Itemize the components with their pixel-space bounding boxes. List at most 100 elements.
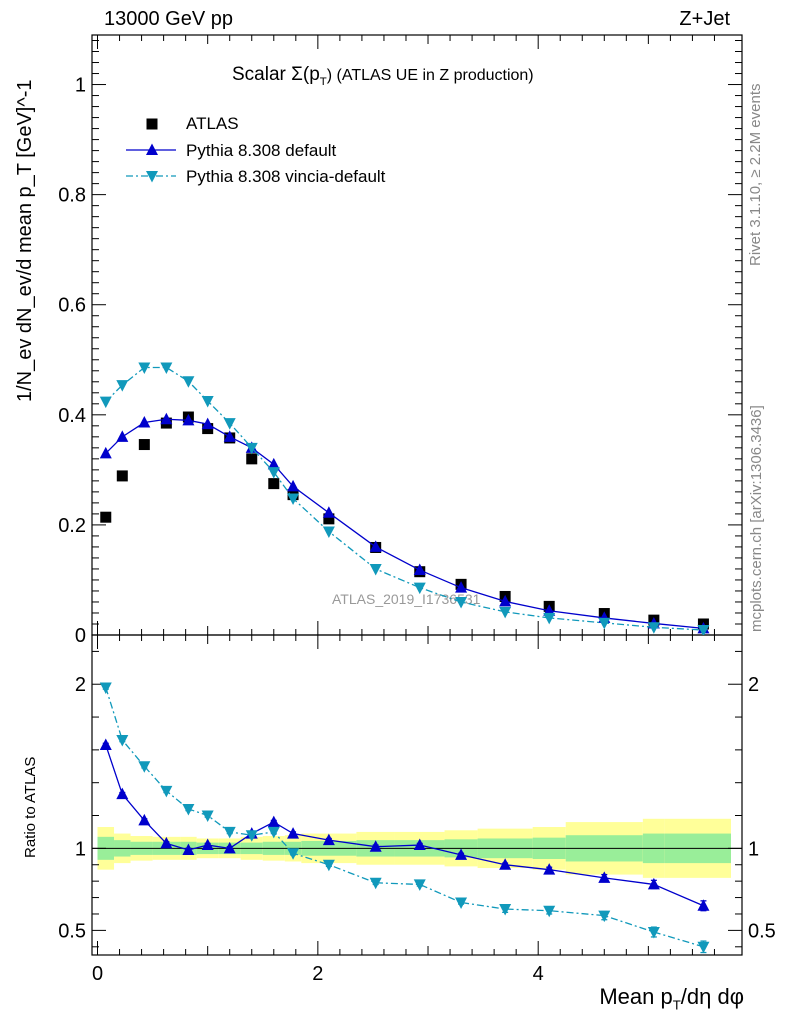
ratio-point: [413, 838, 426, 851]
chart-title-main: Scalar Σ(p: [232, 64, 320, 85]
x-axis-label-main: Mean p: [599, 984, 673, 1009]
ratio-point: [697, 941, 710, 954]
legend-marker: [146, 118, 158, 130]
main-series: [99, 362, 710, 635]
x-axis-label-tail: /dη dφ: [680, 984, 744, 1009]
ratio-point: [99, 738, 112, 750]
data-point: [413, 582, 426, 595]
data-point: [499, 606, 512, 619]
ratio-point: [322, 859, 335, 872]
data-point: [322, 506, 335, 518]
x-axis-label-sub: T: [672, 997, 681, 1013]
ratio-point: [499, 904, 512, 916]
ratio-series-1: [99, 682, 710, 954]
data-point: [369, 540, 382, 552]
data-point: [268, 478, 280, 490]
ratio-point: [697, 899, 710, 911]
ratio-y-tick-label: 2: [75, 674, 86, 696]
ratio-point: [413, 879, 426, 891]
main-y-tick-label: 0.4: [58, 405, 86, 427]
tick-labels: 0 0.2 0.4 0.6 0.8 1 0.5 0.5 1 1 2 2 0 2 4: [58, 75, 776, 985]
ratio-y-tick-label: 0.5: [58, 920, 86, 942]
data-point: [697, 625, 710, 635]
data-point: [182, 376, 195, 388]
ratio-y-tick-label: 1: [75, 838, 86, 860]
ratio-series-0: [99, 738, 710, 912]
data-point: [116, 470, 128, 482]
ratio-point: [598, 871, 611, 883]
data-point: [246, 453, 258, 465]
data-point: [99, 446, 112, 459]
ratio-point: [138, 761, 151, 773]
ratio-point: [116, 787, 129, 800]
data-point: [267, 467, 280, 479]
data-point: [267, 457, 280, 470]
energy-label: 13000 GeV pp: [104, 8, 233, 30]
data-point: [201, 396, 214, 408]
x-tick-label: 0: [92, 963, 103, 985]
data-point: [138, 362, 151, 374]
data-point: [201, 417, 214, 430]
data-point: [138, 416, 151, 428]
main-series-2: [99, 362, 710, 635]
main-y-tick-label: 0.2: [58, 515, 86, 537]
ratio-point: [499, 858, 512, 870]
ratio-point: [160, 836, 173, 849]
x-tick-label: 4: [533, 963, 544, 985]
legend-marker: [146, 143, 158, 155]
series-line: [105, 687, 704, 948]
ratio-frame: [91, 634, 743, 956]
chart-title: Scalar Σ(pT) (ATLAS UE in Z production): [232, 64, 534, 88]
data-point: [287, 479, 300, 492]
data-point: [245, 442, 258, 455]
data-point: [543, 604, 556, 616]
ratio-point: [543, 905, 556, 918]
ratio-point: [201, 810, 214, 823]
data-point: [455, 596, 468, 609]
main-series-1: [99, 412, 710, 634]
x-tick-label: 2: [312, 963, 323, 985]
ratio-point: [369, 877, 382, 890]
data-point: [543, 612, 556, 625]
data-point: [223, 418, 236, 430]
ratio-point: [647, 877, 660, 890]
data-point: [182, 413, 195, 426]
ratio-point: [543, 863, 556, 875]
main-y-tick-label: 0.6: [58, 295, 86, 317]
ratio-point: [369, 840, 382, 852]
ratio-point: [287, 848, 300, 860]
chart-title-sub: T: [319, 75, 327, 88]
ratio-series: [99, 682, 710, 954]
data-point: [116, 430, 129, 442]
series-line: [105, 418, 704, 630]
ratio-point: [245, 830, 258, 842]
data-point: [322, 526, 335, 539]
data-point: [116, 380, 129, 392]
ratio-point: [598, 910, 611, 923]
x-axis-label: Mean pT/dη dφ: [599, 984, 744, 1012]
process-label: Z+Jet: [679, 8, 730, 30]
ratio-point: [182, 803, 195, 816]
data-point: [499, 594, 512, 607]
ratio-point: [116, 735, 129, 747]
legend-label-vincia: Pythia 8.308 vincia-default: [186, 167, 386, 186]
ratio-point: [455, 848, 468, 860]
data-point: [99, 396, 112, 409]
ratio-y-tick-label-right: 0.5: [748, 920, 776, 942]
main-series-0: [100, 411, 709, 630]
ratio-point: [223, 841, 236, 854]
main-y-tick-label: 0: [75, 625, 86, 647]
data-point: [160, 362, 173, 374]
data-point: [647, 622, 660, 634]
data-point: [598, 617, 611, 630]
data-point: [369, 563, 382, 576]
main-y-tick-label: 1: [75, 75, 86, 97]
axis-ticks: [92, 35, 742, 955]
data-point: [100, 511, 112, 523]
data-point: [455, 581, 468, 593]
data-point: [223, 430, 236, 442]
legend-label-atlas: ATLAS: [186, 114, 239, 133]
ratio-point: [201, 838, 214, 851]
ratio-point: [182, 843, 195, 855]
